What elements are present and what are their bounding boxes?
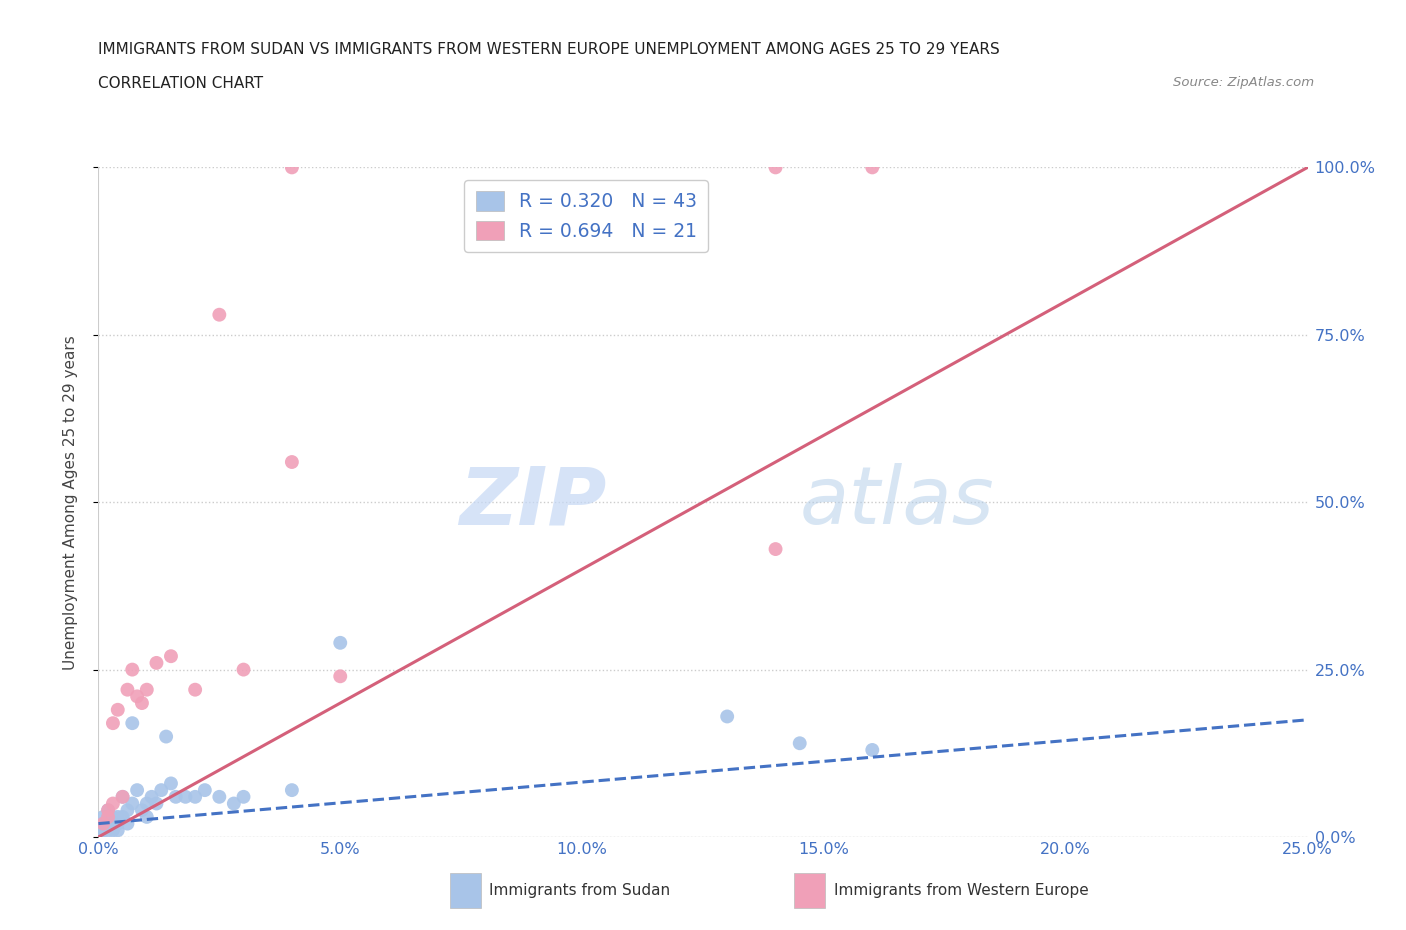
Point	[117, 817, 139, 831]
Point	[101, 823, 124, 838]
Point	[222, 796, 245, 811]
Point	[101, 716, 124, 731]
Point	[135, 809, 157, 824]
Point	[281, 783, 304, 798]
Point	[117, 683, 139, 698]
Point	[131, 803, 153, 817]
Point	[107, 823, 129, 838]
Point	[860, 742, 883, 757]
Point	[145, 656, 167, 671]
Point	[141, 790, 163, 804]
Point	[91, 823, 114, 838]
Point	[281, 455, 304, 470]
Point	[91, 809, 114, 824]
Bar	[794, 873, 825, 908]
Point	[107, 817, 129, 831]
Point	[91, 823, 114, 838]
Text: CORRELATION CHART: CORRELATION CHART	[98, 76, 263, 91]
Point	[111, 790, 134, 804]
Point	[135, 683, 157, 698]
Point	[194, 783, 217, 798]
Point	[329, 635, 352, 650]
Point	[131, 696, 153, 711]
Point	[716, 709, 738, 724]
Point	[208, 790, 231, 804]
Point	[101, 809, 124, 824]
Point	[155, 729, 177, 744]
Point	[97, 809, 120, 824]
Point	[329, 669, 352, 684]
Bar	[450, 873, 481, 908]
Point	[121, 716, 143, 731]
Legend: R = 0.320   N = 43, R = 0.694   N = 21: R = 0.320 N = 43, R = 0.694 N = 21	[464, 180, 709, 252]
Point	[232, 662, 254, 677]
Point	[208, 307, 231, 322]
Point	[111, 809, 134, 824]
Point	[111, 790, 134, 804]
Point	[127, 783, 149, 798]
Point	[232, 790, 254, 804]
Point	[101, 817, 124, 831]
Point	[101, 817, 124, 831]
Point	[765, 541, 787, 556]
Point	[97, 823, 120, 838]
Point	[91, 817, 114, 831]
Point	[860, 160, 883, 175]
Point	[174, 790, 197, 804]
Text: IMMIGRANTS FROM SUDAN VS IMMIGRANTS FROM WESTERN EUROPE UNEMPLOYMENT AMONG AGES : IMMIGRANTS FROM SUDAN VS IMMIGRANTS FROM…	[98, 42, 1000, 57]
Text: Immigrants from Western Europe: Immigrants from Western Europe	[834, 883, 1088, 898]
Text: atlas: atlas	[800, 463, 994, 541]
Point	[281, 160, 304, 175]
Point	[97, 809, 120, 824]
Point	[121, 796, 143, 811]
Y-axis label: Unemployment Among Ages 25 to 29 years: Unemployment Among Ages 25 to 29 years	[63, 335, 77, 670]
Text: ZIP: ZIP	[458, 463, 606, 541]
Point	[107, 809, 129, 824]
Point	[117, 803, 139, 817]
Point	[145, 796, 167, 811]
Text: Immigrants from Sudan: Immigrants from Sudan	[489, 883, 671, 898]
Point	[184, 683, 207, 698]
Point	[101, 796, 124, 811]
Point	[150, 783, 173, 798]
Point	[97, 817, 120, 831]
Point	[121, 662, 143, 677]
Point	[765, 160, 787, 175]
Point	[165, 790, 187, 804]
Point	[135, 796, 157, 811]
Point	[127, 689, 149, 704]
Point	[97, 817, 120, 831]
Point	[160, 776, 183, 790]
Point	[789, 736, 811, 751]
Point	[97, 803, 120, 817]
Point	[184, 790, 207, 804]
Point	[107, 702, 129, 717]
Point	[91, 817, 114, 831]
Point	[160, 649, 183, 664]
Text: Source: ZipAtlas.com: Source: ZipAtlas.com	[1174, 76, 1315, 89]
Point	[97, 803, 120, 817]
